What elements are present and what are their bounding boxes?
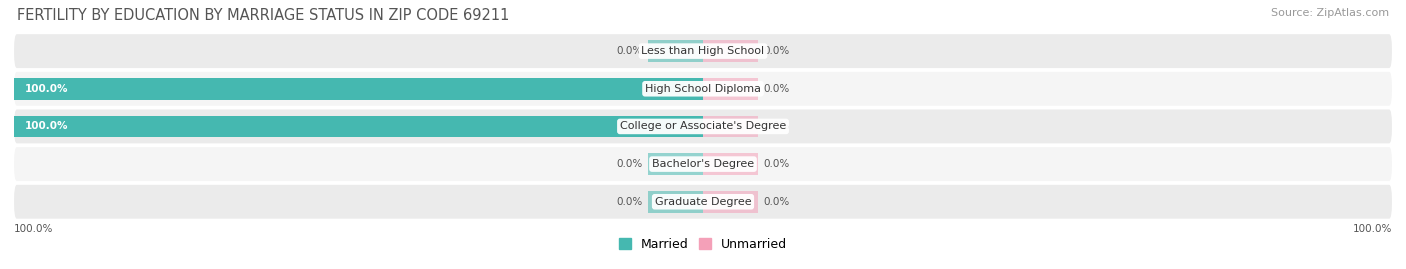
Bar <box>703 40 758 62</box>
Text: 0.0%: 0.0% <box>763 197 790 207</box>
Bar <box>648 40 703 62</box>
Text: 0.0%: 0.0% <box>616 197 643 207</box>
FancyBboxPatch shape <box>14 109 1392 143</box>
Text: Source: ZipAtlas.com: Source: ZipAtlas.com <box>1271 8 1389 18</box>
Text: 100.0%: 100.0% <box>24 84 67 94</box>
Bar <box>648 153 703 175</box>
Text: 0.0%: 0.0% <box>616 159 643 169</box>
Text: 100.0%: 100.0% <box>1353 224 1392 234</box>
Text: Graduate Degree: Graduate Degree <box>655 197 751 207</box>
Bar <box>703 153 758 175</box>
Text: FERTILITY BY EDUCATION BY MARRIAGE STATUS IN ZIP CODE 69211: FERTILITY BY EDUCATION BY MARRIAGE STATU… <box>17 8 509 23</box>
Text: 0.0%: 0.0% <box>763 84 790 94</box>
Bar <box>703 115 758 137</box>
Text: 0.0%: 0.0% <box>763 46 790 56</box>
Text: Less than High School: Less than High School <box>641 46 765 56</box>
Text: 0.0%: 0.0% <box>616 46 643 56</box>
Text: 100.0%: 100.0% <box>14 224 53 234</box>
Legend: Married, Unmarried: Married, Unmarried <box>613 233 793 256</box>
Text: High School Diploma: High School Diploma <box>645 84 761 94</box>
Bar <box>703 78 758 100</box>
FancyBboxPatch shape <box>14 34 1392 68</box>
Bar <box>14 78 703 100</box>
FancyBboxPatch shape <box>14 72 1392 106</box>
Text: Bachelor's Degree: Bachelor's Degree <box>652 159 754 169</box>
FancyBboxPatch shape <box>14 147 1392 181</box>
FancyBboxPatch shape <box>14 185 1392 219</box>
Bar <box>703 191 758 213</box>
Text: 0.0%: 0.0% <box>763 121 790 132</box>
Bar <box>648 191 703 213</box>
Text: College or Associate's Degree: College or Associate's Degree <box>620 121 786 132</box>
Text: 100.0%: 100.0% <box>24 121 67 132</box>
Text: 0.0%: 0.0% <box>763 159 790 169</box>
Bar <box>14 115 703 137</box>
